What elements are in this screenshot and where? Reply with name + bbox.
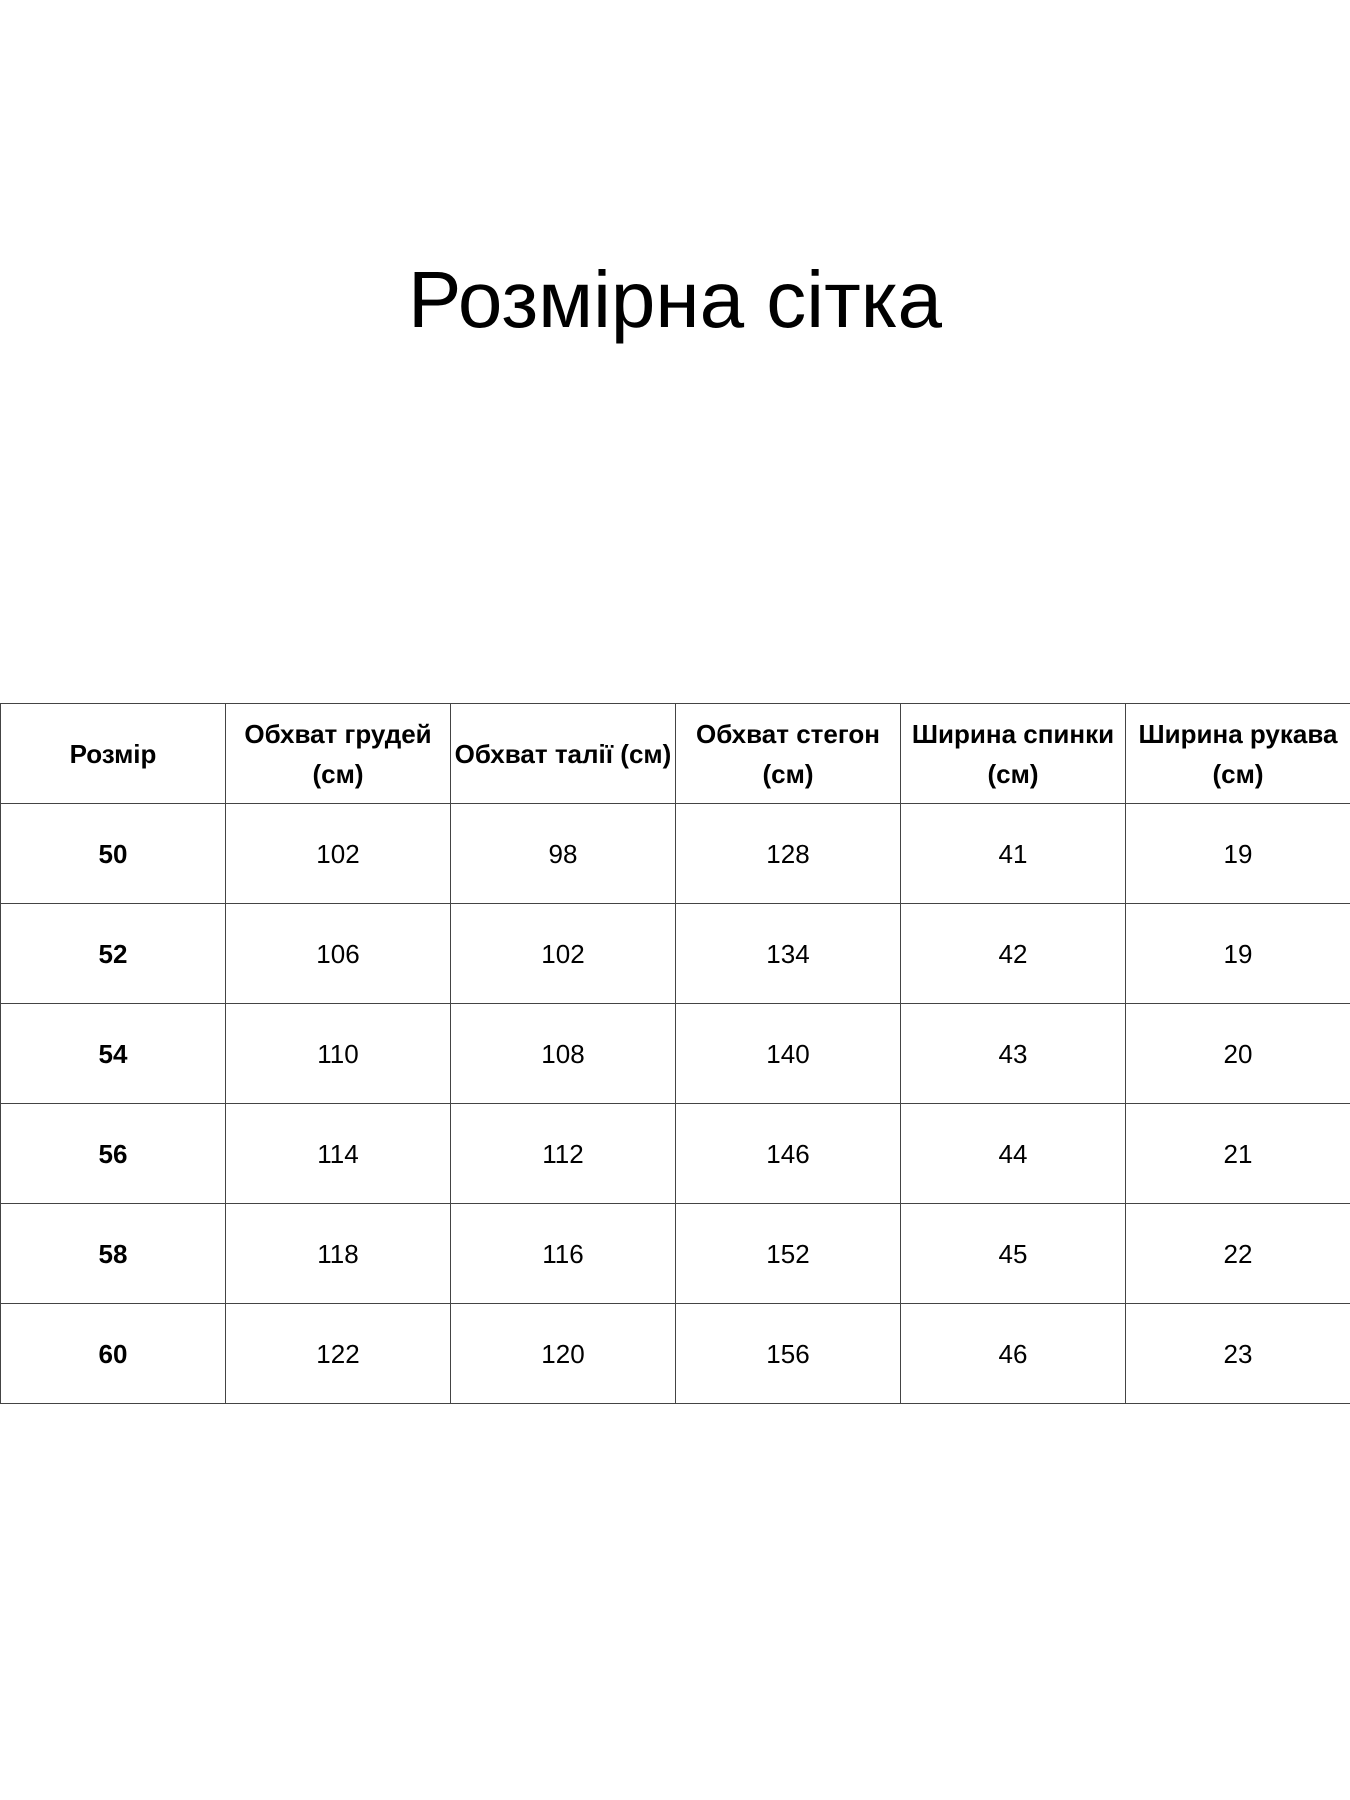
cell-back-width: 46	[900, 1303, 1126, 1404]
cell-waist: 112	[450, 1103, 676, 1204]
cell-hips: 146	[675, 1103, 901, 1204]
cell-back-width: 44	[900, 1103, 1126, 1204]
cell-size: 54	[0, 1003, 226, 1104]
size-chart-table: Розмір Обхват грудей (см) Обхват талії (…	[0, 703, 1350, 1404]
cell-size: 56	[0, 1103, 226, 1204]
cell-back-width: 41	[900, 803, 1126, 904]
cell-waist: 98	[450, 803, 676, 904]
cell-hips: 128	[675, 803, 901, 904]
header-row: Розмір Обхват грудей (см) Обхват талії (…	[0, 703, 1350, 804]
cell-chest: 106	[225, 903, 451, 1004]
header-waist: Обхват талії (см)	[450, 703, 676, 804]
cell-hips: 140	[675, 1003, 901, 1104]
cell-sleeve-width: 19	[1125, 803, 1350, 904]
cell-chest: 122	[225, 1303, 451, 1404]
table-row: 56 114 112 146 44 21	[0, 1103, 1350, 1204]
cell-size: 58	[0, 1203, 226, 1304]
cell-size: 60	[0, 1303, 226, 1404]
header-back-width: Ширина спинки (см)	[900, 703, 1126, 804]
cell-back-width: 43	[900, 1003, 1126, 1104]
cell-waist: 120	[450, 1303, 676, 1404]
cell-sleeve-width: 20	[1125, 1003, 1350, 1104]
cell-chest: 114	[225, 1103, 451, 1204]
header-chest: Обхват грудей (см)	[225, 703, 451, 804]
header-size: Розмір	[0, 703, 226, 804]
cell-chest: 102	[225, 803, 451, 904]
cell-size: 50	[0, 803, 226, 904]
cell-size: 52	[0, 903, 226, 1004]
header-hips: Обхват стегон (см)	[675, 703, 901, 804]
cell-waist: 102	[450, 903, 676, 1004]
cell-hips: 156	[675, 1303, 901, 1404]
table-row: 50 102 98 128 41 19	[0, 803, 1350, 904]
table-row: 58 118 116 152 45 22	[0, 1203, 1350, 1304]
cell-sleeve-width: 23	[1125, 1303, 1350, 1404]
cell-sleeve-width: 21	[1125, 1103, 1350, 1204]
page-title: Розмірна сітка	[408, 255, 942, 344]
cell-sleeve-width: 19	[1125, 903, 1350, 1004]
cell-waist: 108	[450, 1003, 676, 1104]
cell-hips: 152	[675, 1203, 901, 1304]
cell-chest: 118	[225, 1203, 451, 1304]
cell-waist: 116	[450, 1203, 676, 1304]
header-sleeve-width: Ширина рукава (см)	[1125, 703, 1350, 804]
cell-sleeve-width: 22	[1125, 1203, 1350, 1304]
table-row: 54 110 108 140 43 20	[0, 1003, 1350, 1104]
table-row: 52 106 102 134 42 19	[0, 903, 1350, 1004]
cell-hips: 134	[675, 903, 901, 1004]
cell-back-width: 45	[900, 1203, 1126, 1304]
cell-back-width: 42	[900, 903, 1126, 1004]
table-row: 60 122 120 156 46 23	[0, 1303, 1350, 1404]
cell-chest: 110	[225, 1003, 451, 1104]
